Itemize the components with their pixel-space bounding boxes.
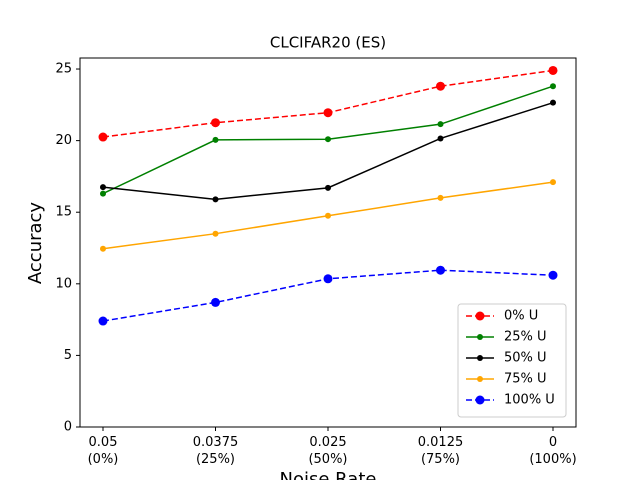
y-tick-label: 0 (64, 420, 72, 435)
y-tick-label: 10 (55, 276, 72, 291)
data-point (212, 196, 219, 203)
data-point (548, 65, 558, 75)
data-point (100, 184, 106, 191)
legend-box (457, 303, 567, 418)
legend-label: 0% U (504, 309, 538, 324)
legend-label: 50% U (504, 351, 547, 366)
legend-marker (475, 311, 485, 321)
x-tick-label: 0.05 (0%) (87, 435, 119, 467)
data-point (98, 132, 108, 142)
legend-label: 75% U (504, 372, 547, 387)
data-point (323, 274, 333, 284)
x-tick-label: 0.0375 (25%) (192, 435, 239, 467)
data-point (548, 270, 558, 280)
y-tick-label: 15 (55, 205, 72, 220)
y-axis-label: Accuracy (25, 202, 46, 285)
legend-marker (475, 395, 485, 405)
data-point (325, 136, 331, 143)
y-tick-label: 20 (55, 133, 72, 148)
data-point (437, 135, 444, 142)
y-tick-label: 5 (64, 348, 72, 363)
legend-marker (477, 355, 483, 361)
legend-marker (477, 334, 483, 340)
x-tick-label: 0 (100%) (529, 435, 577, 467)
x-axis-label: Noise Rate (280, 469, 377, 480)
data-point (325, 212, 331, 219)
x-tick-label: 0.025 (50%) (308, 435, 348, 467)
data-point (437, 121, 444, 128)
data-point (550, 99, 556, 106)
data-point (100, 245, 106, 252)
legend-marker (477, 376, 483, 382)
series-line (102, 69, 554, 138)
data-point (436, 81, 445, 91)
data-point (98, 316, 108, 326)
chart-title: CLCIFAR20 (ES) (270, 34, 386, 52)
data-point (550, 83, 556, 90)
y-tick-label: 25 (55, 62, 72, 77)
data-point (323, 108, 333, 118)
data-point (100, 190, 106, 197)
data-point (436, 265, 445, 275)
data-point (550, 179, 556, 186)
legend-label: 25% U (504, 330, 547, 345)
data-point (437, 194, 444, 201)
data-point (211, 118, 220, 128)
legend-label: 100% U (504, 393, 555, 408)
data-point (212, 136, 219, 143)
data-point (212, 230, 219, 237)
x-tick-label: 0.0125 (75%) (417, 435, 464, 467)
data-point (211, 297, 220, 307)
data-point (325, 184, 331, 191)
